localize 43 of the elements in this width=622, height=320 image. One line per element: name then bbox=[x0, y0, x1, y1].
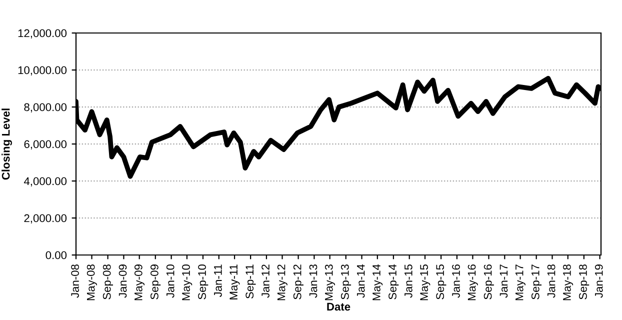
x-tick-label: Sep-18 bbox=[579, 264, 590, 300]
x-tick-label: Sep-15 bbox=[436, 264, 446, 300]
x-tick-label: May-13 bbox=[324, 264, 336, 300]
x-tick-label: Jan-08 bbox=[71, 264, 79, 298]
y-tick-label: 10,000.00 bbox=[18, 66, 67, 76]
x-tick-label: Jan-14 bbox=[357, 264, 365, 298]
x-tick-label: Jan-19 bbox=[594, 264, 603, 298]
x-tick-label: May-09 bbox=[134, 264, 145, 300]
y-tick-label: 4,000.00 bbox=[24, 177, 67, 186]
x-tick-label: Sep-10 bbox=[198, 264, 208, 300]
x-tick-label: May-08 bbox=[86, 264, 97, 300]
y-tick-label: 6,000.00 bbox=[24, 140, 67, 150]
x-tick-label: Sep-16 bbox=[484, 264, 494, 300]
x-tick-label: May-15 bbox=[420, 264, 430, 300]
x-tick-label: May-18 bbox=[563, 264, 574, 300]
y-tick-label: 12,000.00 bbox=[18, 29, 67, 38]
x-tick-label: Sep-12 bbox=[293, 264, 304, 300]
x-tick-label: Jan-18 bbox=[547, 264, 556, 298]
x-tick-label: Jan-15 bbox=[404, 264, 412, 298]
x-tick-label: Sep-17 bbox=[531, 264, 542, 300]
x-tick-label: May-11 bbox=[230, 264, 240, 300]
x-tick-label: Sep-09 bbox=[150, 264, 161, 300]
x-tick-label: Jan-11 bbox=[214, 264, 222, 298]
x-tick-label: Jan-09 bbox=[118, 264, 127, 298]
x-tick-label: May-17 bbox=[516, 264, 526, 300]
x-tick-label: May-10 bbox=[182, 264, 192, 300]
x-tick-label: Sep-13 bbox=[340, 264, 352, 300]
y-tick-label: 8,000.00 bbox=[24, 103, 67, 112]
x-tick-label: Jan-13 bbox=[309, 264, 318, 298]
x-tick-label: May-12 bbox=[277, 264, 288, 300]
y-tick-label: 0.00 bbox=[46, 251, 67, 260]
x-tick-label: Sep-14 bbox=[388, 264, 399, 300]
x-axis-title: Date bbox=[327, 302, 350, 311]
x-tick-label: May-16 bbox=[468, 264, 478, 300]
x-tick-label: May-14 bbox=[372, 264, 383, 300]
y-tick-label: 2,000.00 bbox=[24, 214, 67, 224]
x-tick-label: Jan-16 bbox=[452, 264, 460, 298]
x-tick-label: Sep-11 bbox=[246, 264, 256, 299]
y-axis-title: Closing Level bbox=[2, 108, 12, 180]
x-tick-label: Jan-12 bbox=[262, 264, 270, 298]
x-tick-label: Jan-17 bbox=[500, 264, 508, 298]
x-tick-label: Sep-08 bbox=[102, 264, 113, 300]
x-tick-label: Jan-10 bbox=[166, 264, 174, 298]
